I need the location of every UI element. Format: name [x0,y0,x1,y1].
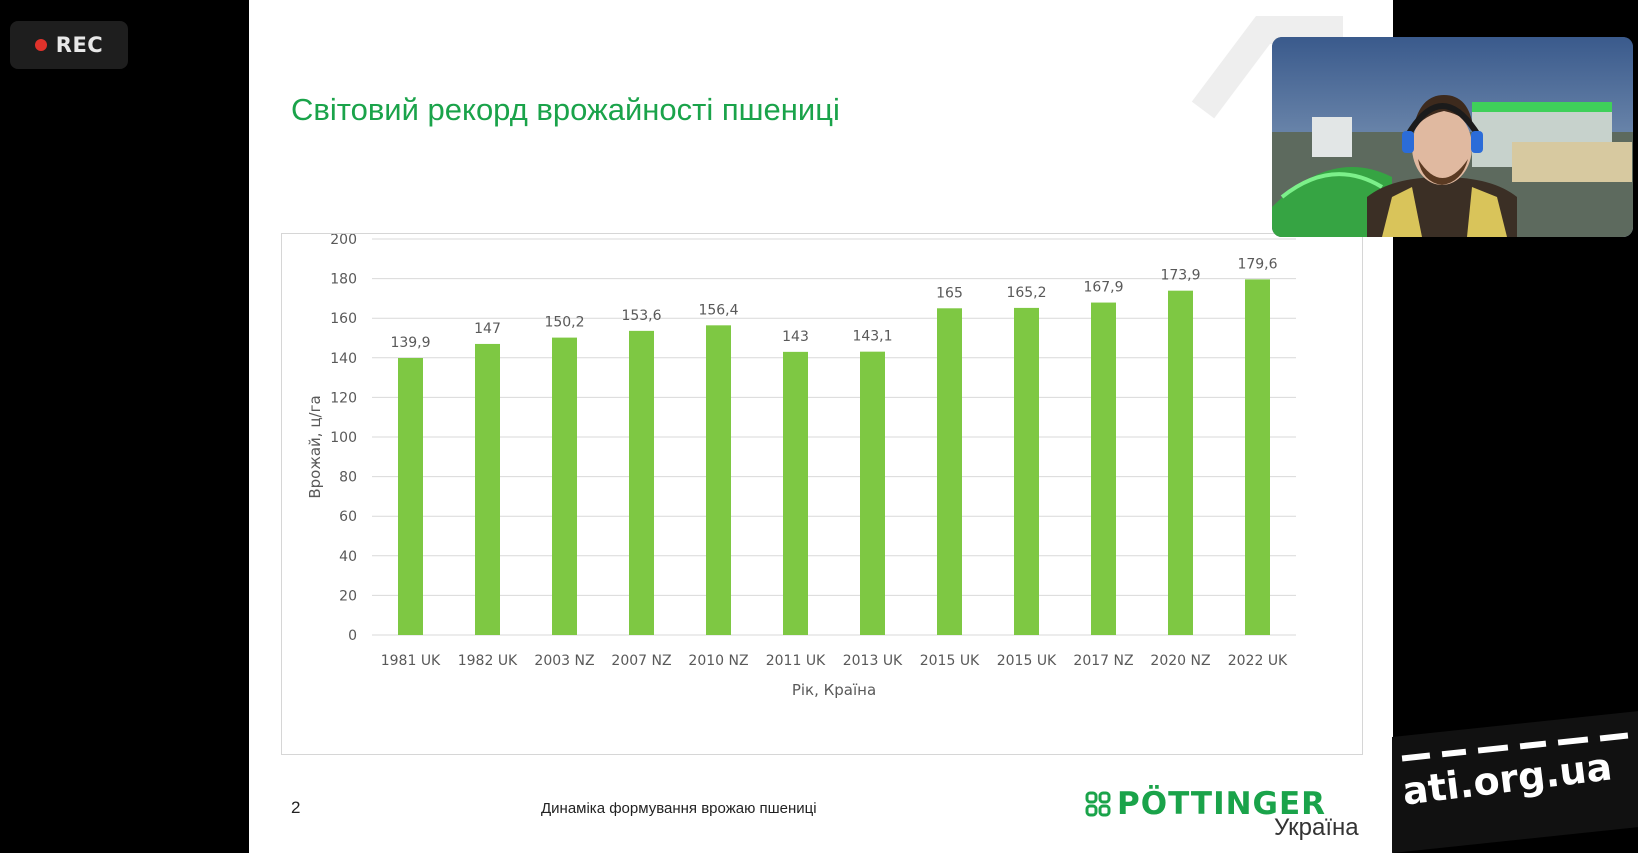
bar [860,351,885,635]
record-dot-icon [34,39,47,51]
data-label: 147 [474,321,501,337]
data-label: 156,4 [698,302,738,318]
chart-area: 0 20 40 60 80 100 120 140 160 180 200 139,9 1981 UK 1… [281,233,1363,755]
data-label: 143 [782,329,809,345]
bar [1168,290,1193,635]
y-tick-label: 160 [330,311,357,327]
presenter-video-icon [1272,37,1633,237]
bar-chart: 0 20 40 60 80 100 120 140 160 180 200 139,9 1981 UK 1… [306,234,1296,699]
bar [552,337,577,635]
x-tick-label: 2007 NZ [611,653,671,669]
slide-title: Світовий рекорд врожайності пшениці [291,92,840,127]
data-label: 179,6 [1237,256,1277,272]
y-tick-label: 0 [348,628,357,644]
recording-indicator: REC [10,21,128,69]
x-tick-label: 2020 NZ [1150,653,1210,669]
bar [1014,307,1039,635]
y-tick-label: 60 [339,509,357,525]
data-label: 150,2 [544,315,584,331]
y-tick-label: 20 [339,588,357,604]
x-tick-label: 1981 UK [381,653,441,669]
recording-label: REC [55,33,104,57]
x-tick-label: 2003 NZ [534,653,594,669]
bar [1245,279,1270,635]
bar [706,325,731,635]
bar [475,343,500,635]
presentation-slide: Світовий рекорд врожайності пшениці 0 20 4… [249,0,1393,853]
brand-logo-text: PÖTTINGER [1117,786,1327,822]
y-tick-label: 180 [330,272,357,288]
data-label: 173,9 [1160,268,1200,284]
presenter-webcam [1272,37,1633,237]
data-label: 167,9 [1083,280,1123,296]
slide-page-number: 2 [291,798,301,817]
brand-logo: PÖTTINGER [1085,786,1326,822]
bar [398,357,423,635]
data-label: 139,9 [390,335,430,351]
bar [1091,302,1116,635]
y-tick-label: 120 [330,390,357,406]
x-tick-label: 2011 UK [766,653,826,669]
y-tick-label: 80 [339,470,357,486]
x-tick-label: 2013 UK [843,653,903,669]
data-label: 153,6 [621,308,661,324]
x-tick-label: 1982 UK [458,653,518,669]
y-tick-label: 140 [330,351,357,367]
data-label: 143,1 [852,329,892,345]
bar [629,330,654,635]
slide-footer-text: Динаміка формування врожаю пшениці [541,800,817,817]
x-tick-label: 2022 UK [1228,653,1288,669]
data-label: 165 [936,285,963,301]
x-tick-label: 2010 NZ [688,653,748,669]
bar [783,351,808,635]
y-tick-label: 100 [330,430,357,446]
y-tick-label: 200 [330,234,357,248]
x-tick-label: 2015 UK [997,653,1057,669]
y-axis-title: Врожай, ц/га [306,395,324,498]
pottinger-logo-icon [1085,791,1111,817]
brand-logo-subtitle: Україна [1274,814,1359,841]
x-tick-label: 2017 NZ [1073,653,1133,669]
x-tick-label: 2015 UK [920,653,980,669]
y-tick-label: 40 [339,549,357,565]
bar [937,308,962,635]
data-label: 165,2 [1006,285,1046,301]
x-axis-title: Рік, Країна [792,681,876,699]
